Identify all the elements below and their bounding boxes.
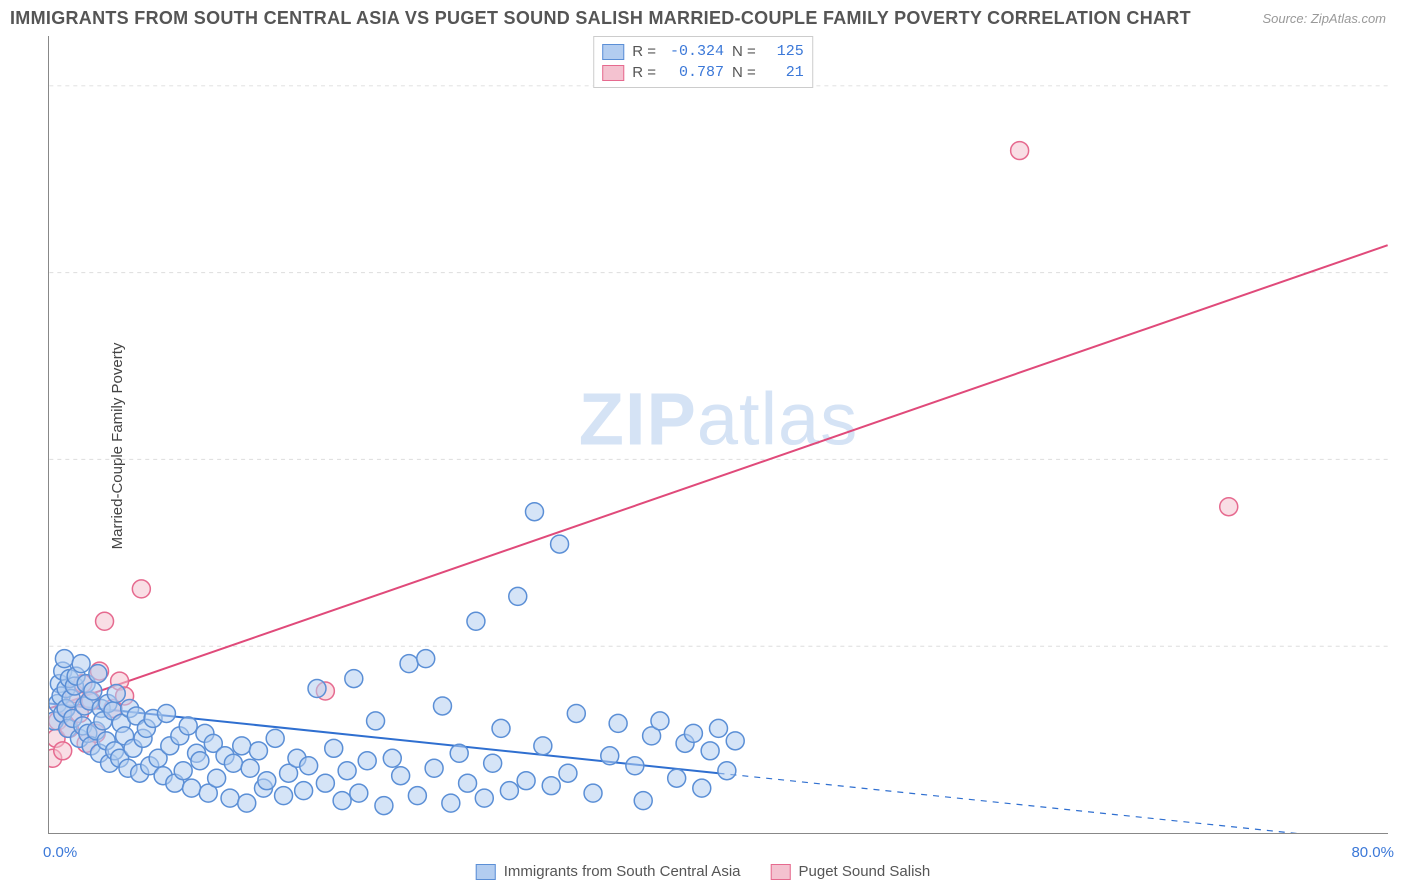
legend-stats: R = -0.324 N = 125 R = 0.787 N = 21 [593,36,813,88]
header: IMMIGRANTS FROM SOUTH CENTRAL ASIA VS PU… [0,0,1406,33]
source-label: Source: ZipAtlas.com [1262,11,1386,26]
legend-r-value-1: 0.787 [664,64,724,81]
legend-n-value-0: 125 [764,43,804,60]
y-tick-label: 15.0% [1398,451,1406,468]
legend-stats-swatch-pink [602,65,624,81]
legend-label: Immigrants from South Central Asia [504,863,741,880]
x-tick-max: 80.0% [1351,844,1394,861]
plot-area: ZIPatlas 0.0% 80.0% 7.5%15.0%22.5%30.0% [48,36,1388,834]
legend-item: Immigrants from South Central Asia [476,863,741,880]
legend-r-label: R = [632,43,656,60]
y-tick-label: 30.0% [1398,77,1406,94]
legend-series: Immigrants from South Central Asia Puget… [476,863,931,880]
legend-label: Puget Sound Salish [799,863,931,880]
legend-n-label: N = [732,43,756,60]
legend-swatch-blue [476,864,496,880]
legend-stats-swatch-blue [602,44,624,60]
legend-n-label: N = [732,64,756,81]
y-tick-label: 7.5% [1398,638,1406,655]
scatter-svg [49,36,1388,833]
legend-swatch-pink [771,864,791,880]
x-tick-min: 0.0% [43,844,77,861]
legend-item: Puget Sound Salish [771,863,931,880]
legend-stats-row: R = -0.324 N = 125 [602,41,804,62]
chart-title: IMMIGRANTS FROM SOUTH CENTRAL ASIA VS PU… [10,8,1191,29]
y-tick-label: 22.5% [1398,264,1406,281]
legend-r-value-0: -0.324 [664,43,724,60]
legend-r-label: R = [632,64,656,81]
legend-n-value-1: 21 [764,64,804,81]
legend-stats-row: R = 0.787 N = 21 [602,62,804,83]
